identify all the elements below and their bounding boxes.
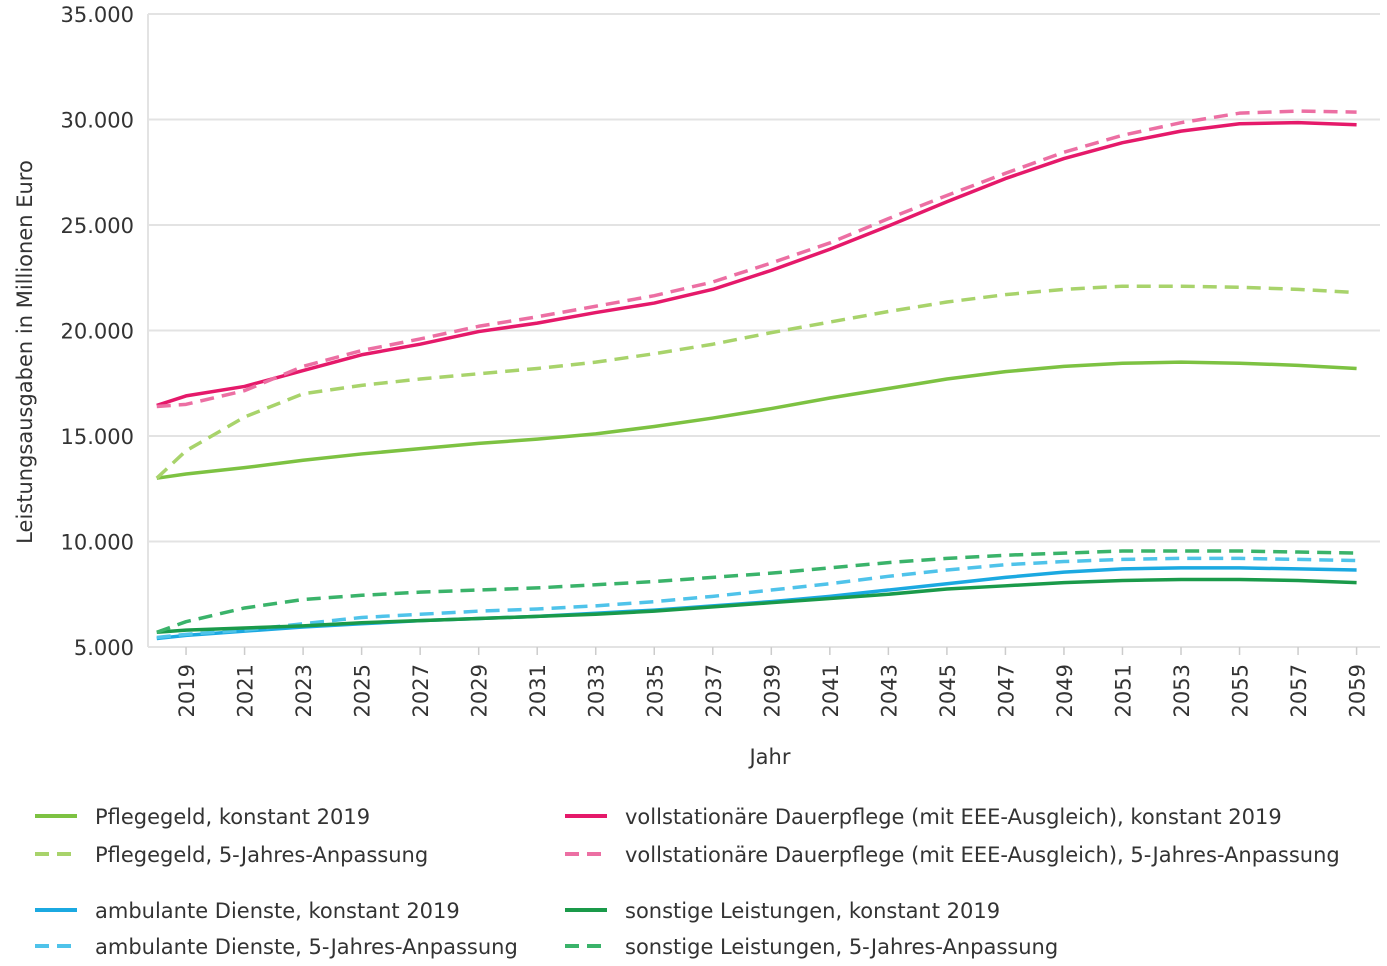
x-tick-label: 2043 — [877, 664, 901, 717]
x-tick-label: 2021 — [234, 664, 258, 717]
y-tick-label: 20.000 — [61, 320, 134, 344]
series-line — [155, 284, 1357, 480]
legend-label: sonstige Leistungen, 5-Jahres-Anpassung — [625, 935, 1058, 959]
y-tick-label: 35.000 — [61, 3, 134, 27]
x-tick-label: 2041 — [819, 664, 843, 717]
y-tick-label: 30.000 — [61, 109, 134, 133]
legend-label: ambulante Dienste, 5-Jahres-Anpassung — [95, 935, 518, 959]
series-line — [156, 549, 1357, 634]
x-tick-label: 2035 — [643, 664, 667, 717]
legend-label: Pflegegeld, konstant 2019 — [95, 805, 370, 829]
x-tick-label: 2029 — [468, 664, 492, 717]
x-tick-label: 2053 — [1170, 664, 1194, 717]
x-tick-label: 2037 — [702, 664, 726, 717]
x-tick-label: 2047 — [994, 664, 1018, 717]
legend-label: vollstationäre Dauerpflege (mit EEE-Ausg… — [625, 843, 1340, 867]
y-axis-label: Leistungsausgaben in Millionen Euro — [13, 160, 37, 544]
x-tick-label: 2045 — [936, 664, 960, 717]
x-tick-label: 2025 — [351, 664, 375, 717]
series-line — [156, 577, 1357, 634]
x-tick-label: 2049 — [1053, 664, 1077, 717]
legend-label: ambulante Dienste, konstant 2019 — [95, 899, 460, 923]
y-tick-label: 15.000 — [61, 425, 134, 449]
x-tick-label: 2027 — [409, 664, 433, 717]
legend-label: vollstationäre Dauerpflege (mit EEE-Ausg… — [625, 805, 1282, 829]
x-tick-label: 2023 — [292, 664, 316, 717]
x-tick-label: 2059 — [1346, 664, 1370, 717]
x-tick-label: 2033 — [585, 664, 609, 717]
x-tick-label: 2031 — [526, 664, 550, 717]
x-tick-label: 2051 — [1111, 664, 1135, 717]
x-axis-label: Jahr — [747, 745, 790, 769]
y-tick-label: 25.000 — [61, 214, 134, 238]
series-line — [156, 556, 1357, 640]
x-tick-label: 2039 — [760, 664, 784, 717]
y-tick-label: 5.000 — [74, 636, 134, 660]
x-tick-label: 2057 — [1287, 664, 1311, 717]
x-tick-label: 2019 — [175, 664, 199, 717]
series-line — [156, 120, 1357, 408]
legend-label: sonstige Leistungen, konstant 2019 — [625, 899, 1000, 923]
y-tick-label: 10.000 — [61, 531, 134, 555]
legend-label: Pflegegeld, 5-Jahres-Anpassung — [95, 843, 428, 867]
series-line — [156, 109, 1357, 409]
series-line — [156, 360, 1357, 480]
x-tick-label: 2055 — [1229, 664, 1253, 717]
